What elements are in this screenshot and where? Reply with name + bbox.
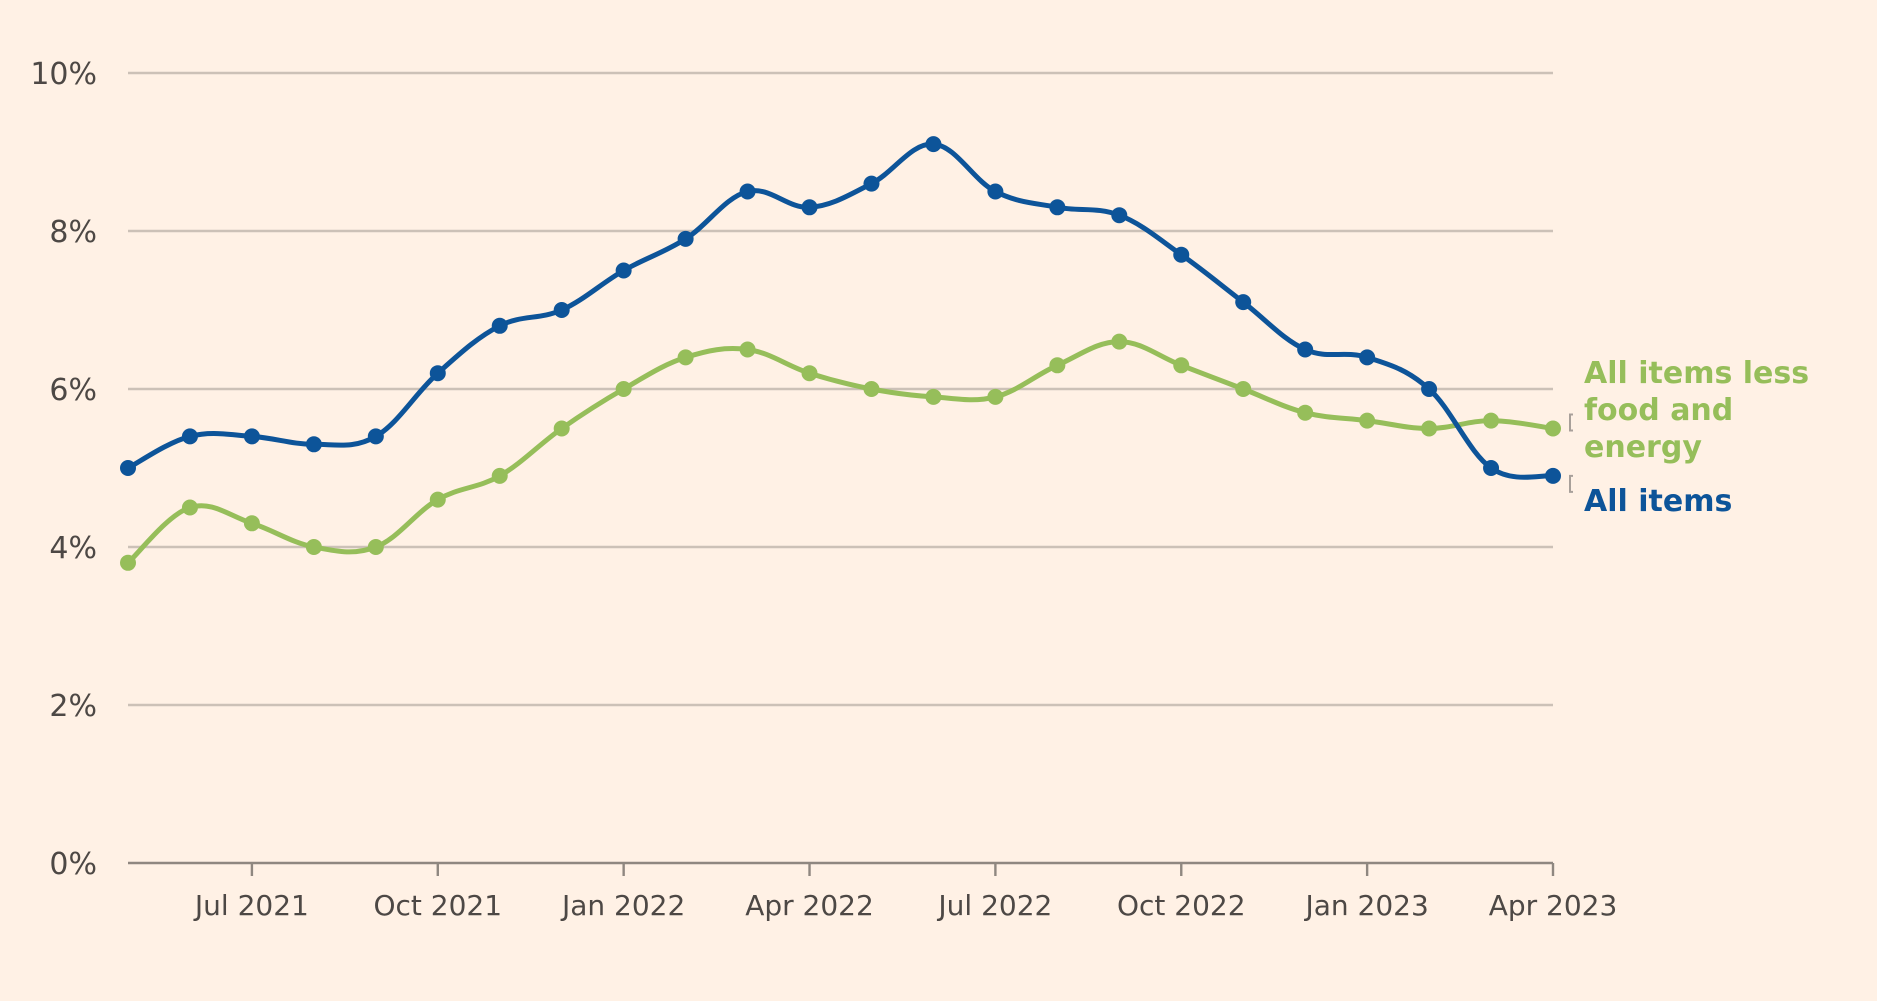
data-point	[1173, 246, 1190, 263]
data-point	[553, 302, 570, 318]
data-point	[1235, 381, 1252, 397]
y-tick-label: 4%	[49, 531, 97, 566]
data-point	[1483, 460, 1500, 476]
data-point	[553, 420, 570, 437]
series-line	[125, 339, 1556, 566]
gridlines	[128, 71, 1553, 865]
data-point	[367, 539, 384, 555]
data-point	[1111, 333, 1128, 350]
data-point	[120, 460, 136, 476]
y-tick-label: 10%	[30, 57, 97, 92]
data-point	[1049, 357, 1066, 374]
data-point	[1421, 420, 1438, 437]
data-point	[739, 183, 756, 200]
x-tick-label: Oct 2022	[1117, 889, 1246, 922]
label-bracket	[1569, 474, 1573, 493]
data-point	[863, 175, 880, 192]
x-axis-ticks: Jul 2021 Oct 2021 Jan 2022 Apr 2022 Jul 2022…	[193, 863, 1617, 922]
data-point	[367, 428, 384, 445]
label-bracket	[1569, 413, 1573, 432]
x-tick-label: Jan 2022	[560, 889, 685, 922]
x-tick-label: Jul 2022	[936, 889, 1052, 922]
data-point	[1545, 420, 1561, 437]
x-tick-label: Apr 2022	[745, 889, 874, 922]
data-point	[615, 262, 632, 279]
data-point	[1173, 357, 1190, 374]
data-point	[1111, 207, 1128, 224]
x-tick-label: Jul 2021	[193, 889, 309, 922]
data-point	[491, 467, 508, 484]
y-axis-ticks: 0% 2% 4% 6% 8% 10%	[30, 57, 97, 882]
data-point	[120, 554, 136, 571]
series-label-all-items: All items	[1584, 484, 1732, 519]
data-point	[1297, 341, 1314, 358]
data-point	[305, 436, 322, 453]
series-line	[125, 141, 1556, 480]
x-tick-label: Oct 2021	[373, 889, 502, 922]
data-point	[925, 136, 942, 153]
series-lines	[120, 136, 1561, 571]
data-point	[243, 428, 260, 445]
y-tick-label: 0%	[49, 847, 97, 882]
y-tick-label: 8%	[49, 215, 97, 250]
data-point	[181, 428, 198, 445]
data-point	[801, 365, 818, 382]
series-all-items	[120, 136, 1561, 484]
data-point	[863, 381, 880, 397]
data-point	[429, 491, 446, 508]
data-point	[801, 199, 818, 216]
series-label-core: All items less food and energy	[1584, 356, 1809, 465]
data-point	[925, 388, 942, 405]
data-point	[677, 230, 694, 247]
y-tick-label: 2%	[49, 689, 97, 724]
data-point	[987, 183, 1004, 200]
data-point	[1235, 294, 1252, 311]
data-point	[243, 515, 260, 532]
x-tick-label: Apr 2023	[1489, 889, 1618, 922]
data-point	[1049, 199, 1066, 216]
data-point	[305, 539, 322, 555]
data-point	[615, 381, 632, 397]
x-tick-label: Jan 2023	[1303, 889, 1428, 922]
data-point	[491, 317, 508, 334]
data-point	[1483, 412, 1500, 429]
data-point	[677, 349, 694, 366]
data-point	[1297, 404, 1314, 421]
series-labels: All items less food and energy All items	[1569, 356, 1809, 519]
data-point	[429, 365, 446, 382]
data-point	[987, 388, 1004, 405]
data-point	[1359, 412, 1376, 429]
data-point	[181, 499, 198, 516]
data-point	[739, 341, 756, 358]
series-all-items-less-food-and-energy	[120, 333, 1561, 571]
data-point	[1359, 349, 1376, 366]
data-point	[1545, 467, 1561, 484]
y-tick-label: 6%	[49, 373, 97, 408]
data-point	[1421, 381, 1438, 397]
